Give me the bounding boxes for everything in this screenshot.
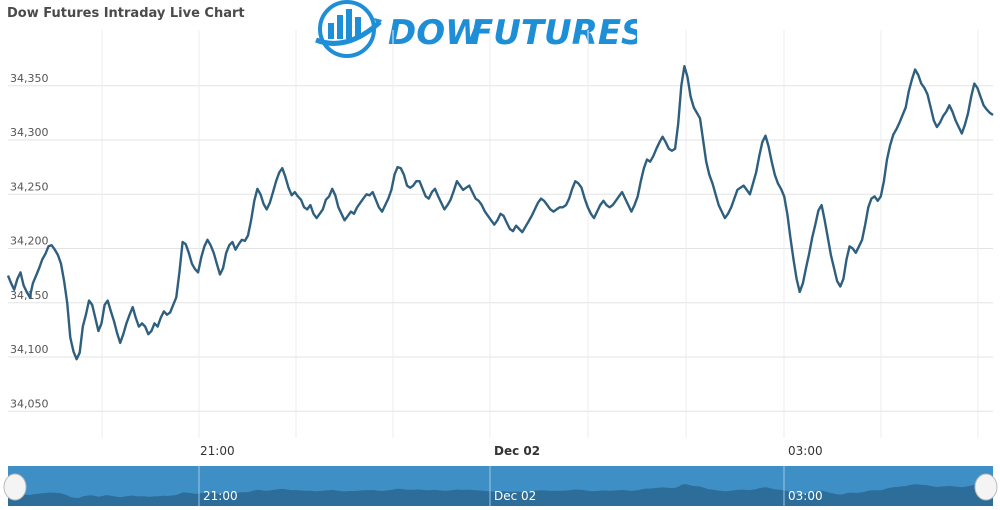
x-axis-labels: 21:00 Dec 02 03:00	[200, 444, 823, 458]
navigator-handle-right[interactable]	[974, 473, 998, 501]
navigator-label: Dec 02	[494, 489, 536, 503]
y-tick-label: 34,100	[10, 343, 49, 356]
logo-graphic: DOW FUTURES	[315, 0, 646, 58]
logo-text-dow: DOW	[388, 13, 484, 53]
navigator[interactable]: 21:00 Dec 02 03:00	[3, 466, 998, 506]
horizontal-gridlines	[8, 85, 993, 412]
navigator-label: 03:00	[788, 489, 823, 503]
vertical-gridlines	[101, 30, 979, 438]
y-tick-label: 34,050	[10, 397, 49, 410]
y-axis-labels: 34,05034,10034,15034,20034,25034,30034,3…	[10, 72, 49, 411]
y-tick-label: 34,350	[10, 72, 49, 85]
navigator-series-area	[8, 484, 993, 506]
y-tick-label: 34,300	[10, 126, 49, 139]
x-tick-label: 03:00	[788, 444, 823, 458]
navigator-dividers	[198, 466, 785, 506]
x-tick-label: Dec 02	[494, 444, 540, 458]
site-logo[interactable]: DOW FUTURES	[312, 0, 646, 58]
y-tick-label: 34,250	[10, 180, 49, 193]
navigator-label: 21:00	[203, 489, 238, 503]
navigator-handle-left[interactable]	[3, 473, 27, 501]
price-series-line[interactable]	[6, 65, 994, 361]
chart-title: Dow Futures Intraday Live Chart	[7, 6, 245, 21]
x-tick-label: 21:00	[200, 444, 235, 458]
navigator-labels: 21:00 Dec 02 03:00	[203, 489, 823, 503]
logo-text-futures: FUTURES	[470, 13, 637, 53]
y-tick-label: 34,200	[10, 235, 49, 248]
